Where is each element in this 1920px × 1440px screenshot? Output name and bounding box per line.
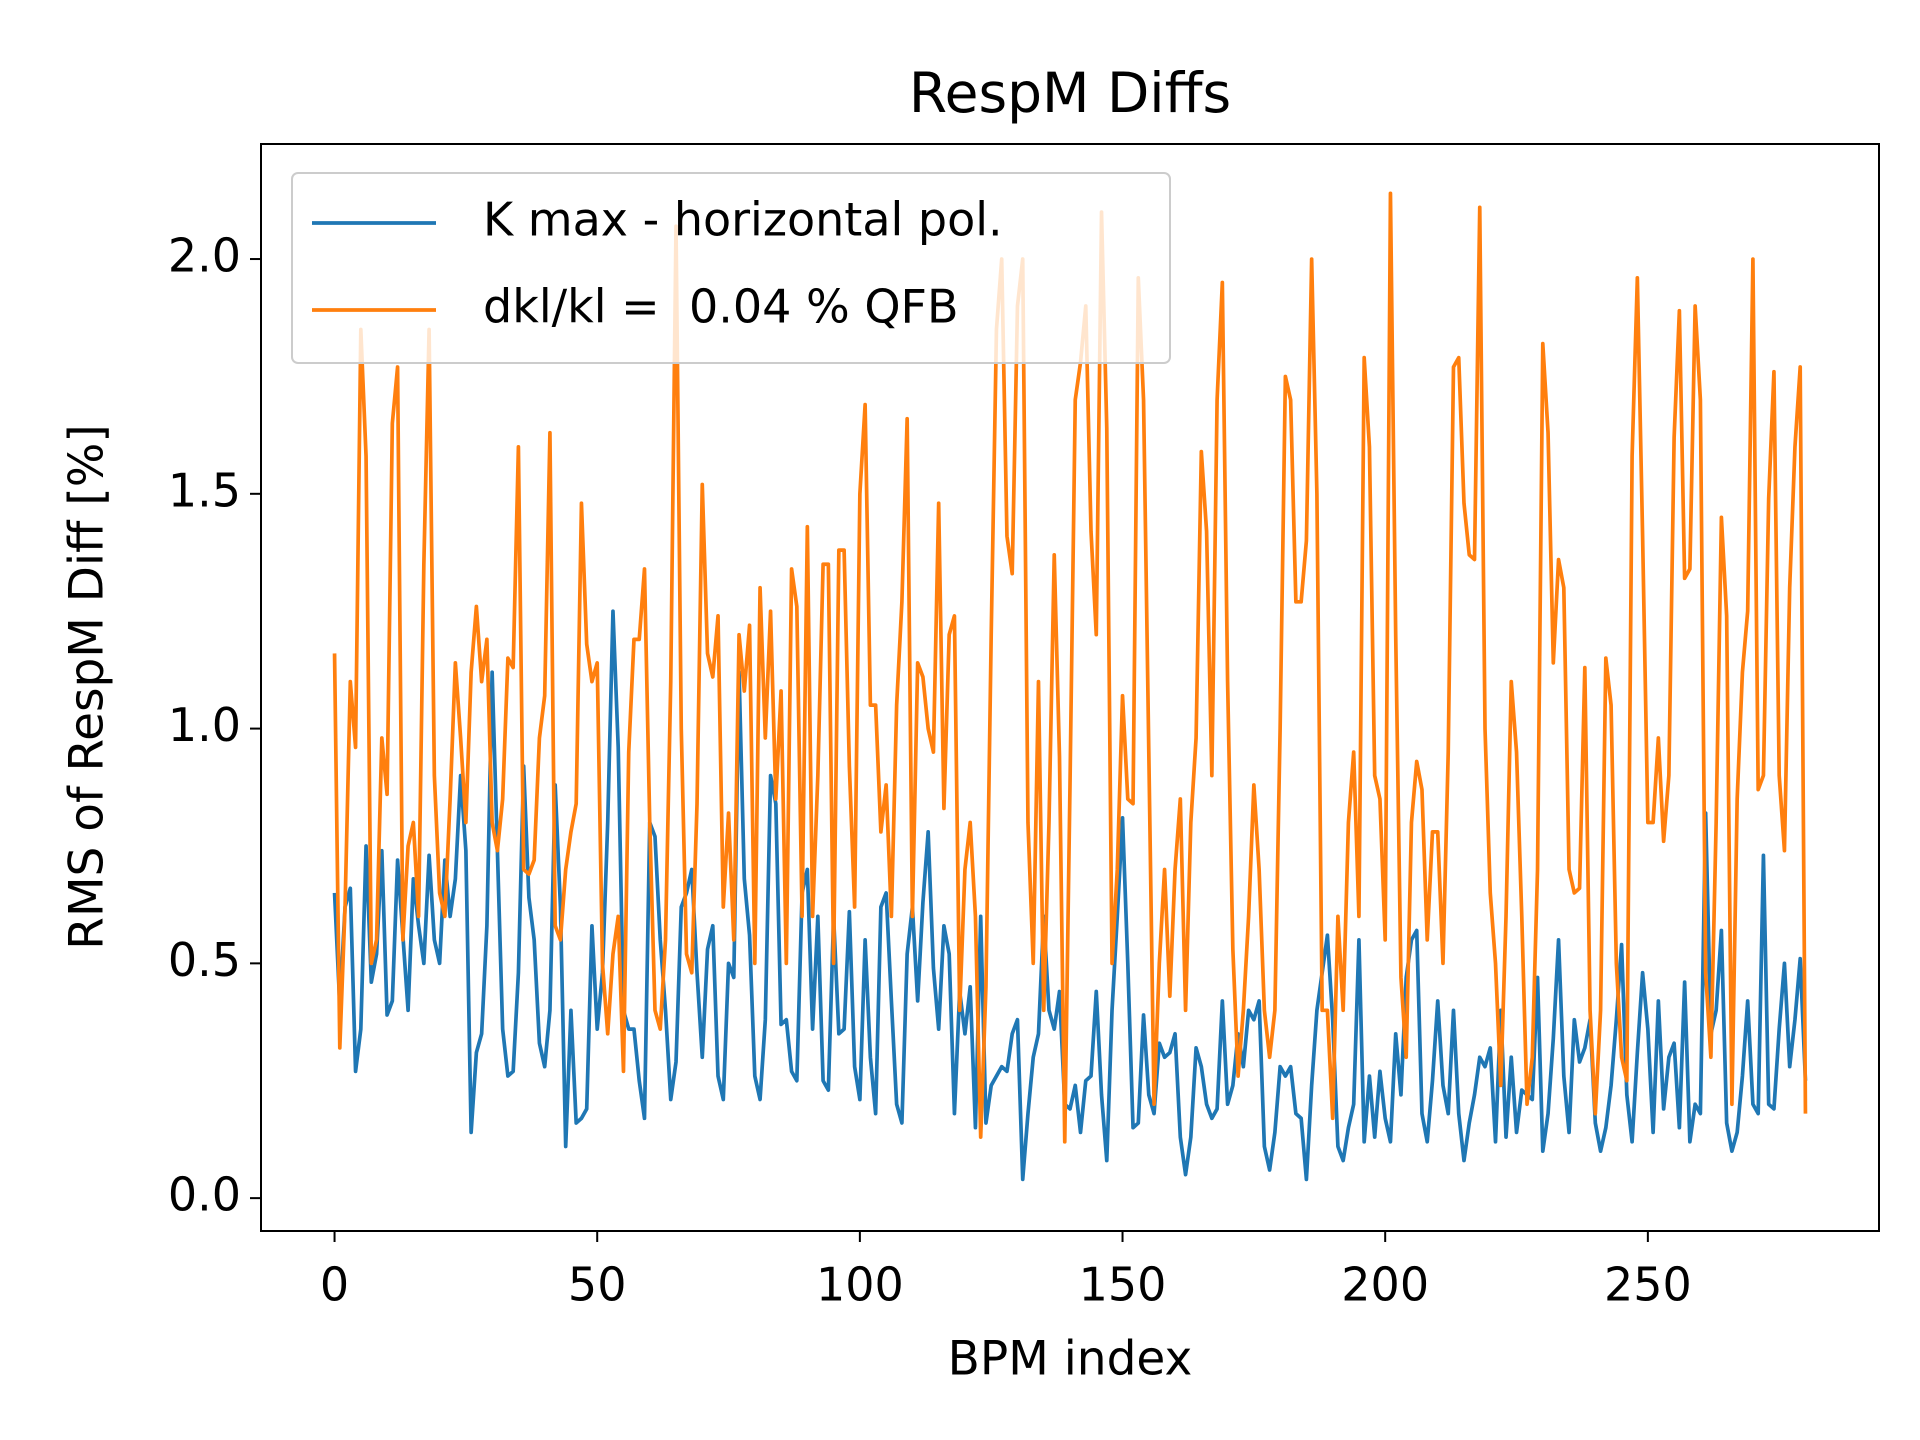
x-axis-label: BPM index	[948, 1332, 1193, 1387]
legend-label: dkl/kl = 0.04 % QFB	[483, 280, 959, 334]
x-tick-label: 250	[1604, 1258, 1692, 1312]
x-tick-label: 50	[568, 1258, 627, 1312]
series-line	[332, 191, 1808, 1144]
y-axis-label: RMS of RespM Diff [%]	[60, 424, 115, 949]
plot-frame	[260, 143, 1880, 1232]
legend-label: K max - horizontal pol.	[483, 193, 1003, 247]
y-tick-label: 1.5	[168, 463, 241, 517]
x-tick-label: 0	[320, 1258, 349, 1312]
legend-box	[291, 172, 1171, 364]
chart-title: RespM Diffs	[909, 61, 1231, 125]
x-tick-label: 150	[1079, 1258, 1167, 1312]
y-tick-label: 0.0	[168, 1168, 241, 1222]
series-line	[332, 609, 1808, 1182]
y-tick-label: 2.0	[168, 229, 241, 283]
x-tick-label: 100	[816, 1258, 904, 1312]
y-tick-label: 1.0	[168, 698, 241, 752]
y-tick-label: 0.5	[168, 933, 241, 987]
x-tick-label: 200	[1341, 1258, 1429, 1312]
